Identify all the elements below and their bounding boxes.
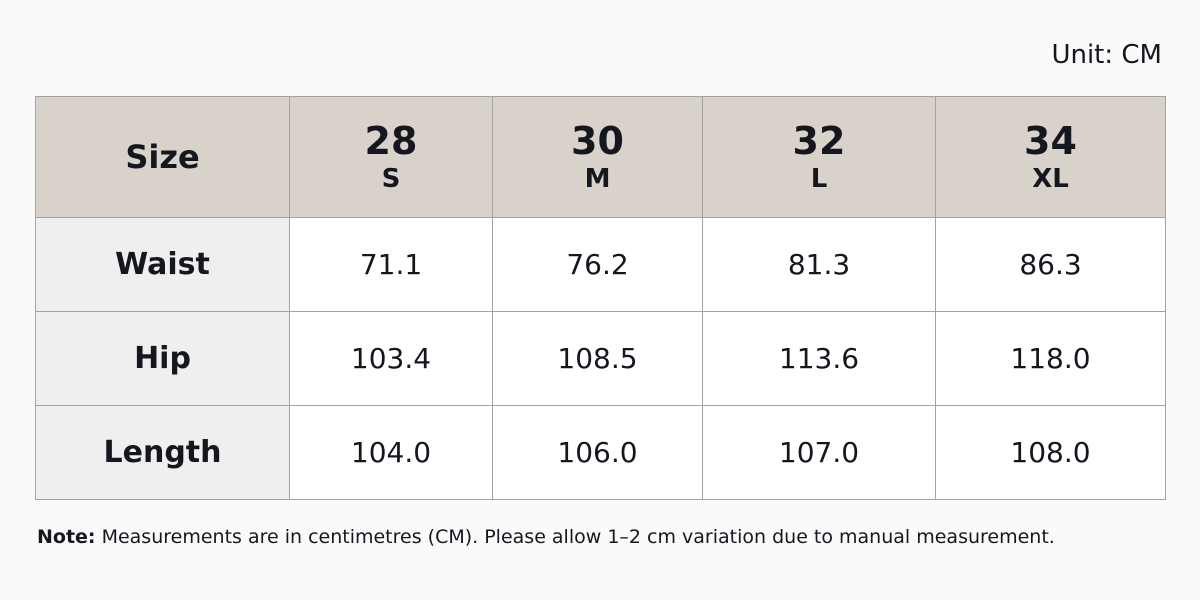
- corner-cell: Size: [35, 96, 290, 218]
- measurement-cell: 107.0: [702, 405, 936, 500]
- note: Note: Measurements are in centimetres (C…: [37, 526, 1055, 548]
- measurement-cell: 108.5: [492, 311, 703, 406]
- size-letter: XL: [1032, 164, 1069, 194]
- note-text: Measurements are in centimetres (CM). Pl…: [101, 526, 1055, 548]
- size-header: 32 L: [702, 96, 936, 218]
- table-header: Size 28 S 30 M 32 L 34 XL: [35, 96, 1166, 218]
- size-table: Size 28 S 30 M 32 L 34 XL Waist 71.1 76.2 81.3 86.3…: [35, 96, 1166, 500]
- size-letter: S: [381, 164, 401, 194]
- table-body: Waist 71.1 76.2 81.3 86.3 Hip 103.4 108.5 113.6 1…: [35, 217, 1166, 500]
- measurement-cell: 103.4: [289, 311, 493, 406]
- measurement-cell: 81.3: [702, 217, 936, 312]
- size-number: 34: [1024, 119, 1077, 163]
- measurement-cell: 108.0: [935, 405, 1166, 500]
- size-number: 28: [364, 119, 418, 163]
- row-label: Length: [35, 405, 290, 500]
- measurement-cell: 118.0: [935, 311, 1166, 406]
- size-header: 34 XL: [935, 96, 1166, 218]
- table-row: Length 104.0 106.0 107.0 108.0: [35, 405, 1166, 500]
- row-label: Hip: [35, 311, 290, 406]
- measurement-cell: 106.0: [492, 405, 703, 500]
- note-label: Note:: [37, 526, 96, 548]
- measurement-cell: 113.6: [702, 311, 936, 406]
- measurement-cell: 76.2: [492, 217, 703, 312]
- row-label: Waist: [35, 217, 290, 312]
- unit-label: Unit: CM: [1051, 40, 1162, 70]
- size-header: 30 M: [492, 96, 703, 218]
- size-number: 30: [571, 119, 624, 163]
- size-letter: M: [584, 164, 611, 194]
- measurement-cell: 104.0: [289, 405, 493, 500]
- measurement-cell: 71.1: [289, 217, 493, 312]
- measurement-cell: 86.3: [935, 217, 1166, 312]
- table-row: Hip 103.4 108.5 113.6 118.0: [35, 311, 1166, 406]
- size-number: 32: [792, 119, 846, 163]
- table-row: Waist 71.1 76.2 81.3 86.3: [35, 217, 1166, 312]
- size-header: 28 S: [289, 96, 493, 218]
- header-row: Size 28 S 30 M 32 L 34 XL: [35, 96, 1166, 218]
- size-letter: L: [810, 164, 828, 194]
